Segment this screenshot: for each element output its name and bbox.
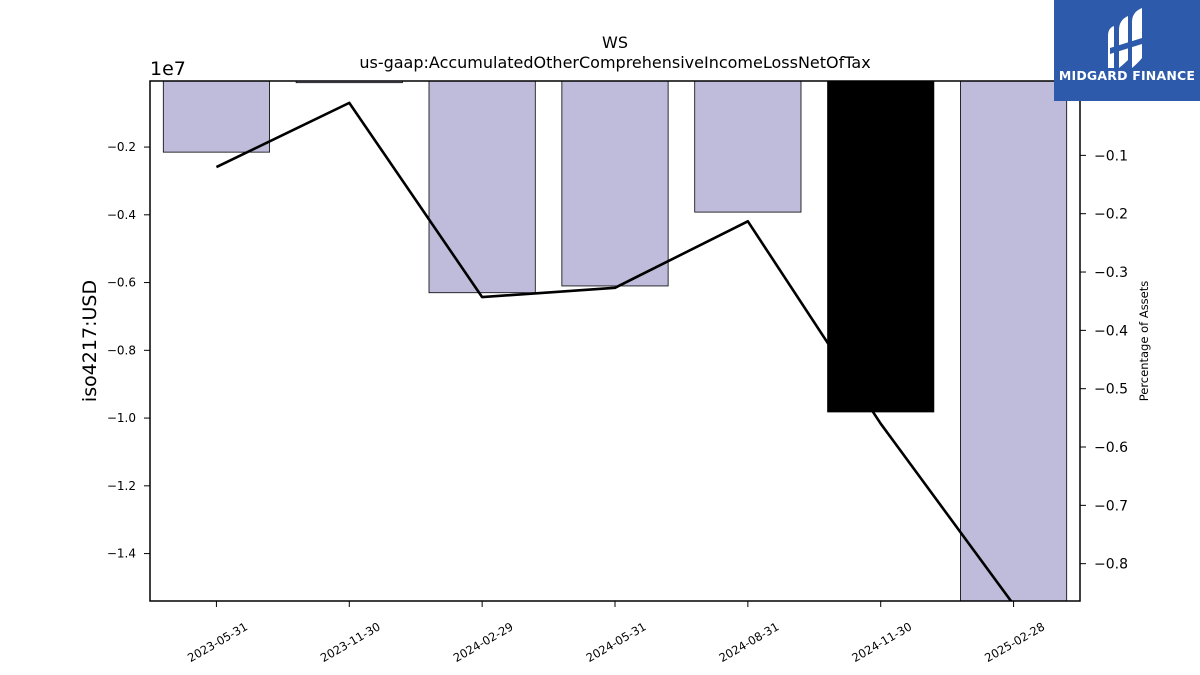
- y2-tick-label: −0.3: [1094, 265, 1128, 281]
- x-tick-label: 2023-11-30: [318, 619, 383, 665]
- y2-tick-label: −0.1: [1094, 148, 1128, 164]
- y2-tick-label: −0.2: [1094, 207, 1128, 223]
- brand-name: MIDGARD FINANCE: [1058, 68, 1196, 83]
- x-tick-label: 2024-02-29: [451, 619, 516, 665]
- bar-2025-02-28: [960, 81, 1068, 601]
- y2-tick-label: −0.8: [1094, 557, 1128, 573]
- bar-2024-11-30: [827, 81, 935, 413]
- bar-2024-05-31: [561, 81, 669, 287]
- y-offset-label: 1e7: [150, 58, 186, 80]
- x-tick-label: 2023-05-31: [185, 619, 250, 665]
- y-tick-label: −1.2: [107, 479, 136, 493]
- x-tick-label: 2025-02-28: [982, 619, 1047, 665]
- x-tick-label: 2024-08-31: [716, 619, 781, 665]
- y-tick-label: −0.4: [107, 208, 136, 222]
- y2-tick-label: −0.4: [1094, 323, 1128, 339]
- y-tick-label: −1.4: [107, 547, 136, 561]
- y2-tick-label: −0.7: [1094, 498, 1128, 514]
- bar-group: [162, 81, 1068, 601]
- midgard-logo-icon: [1108, 8, 1142, 68]
- bar-2023-05-31: [162, 81, 270, 153]
- y-axis-label: iso4217:USD: [79, 280, 101, 402]
- bar-2024-08-31: [694, 81, 802, 213]
- y2-axis-label: Percentage of Assets: [1137, 281, 1151, 402]
- y-tick-label: −1.0: [107, 411, 136, 425]
- y-tick-label: −0.2: [107, 140, 136, 154]
- x-tick-label: 2024-11-30: [849, 619, 914, 665]
- chart-title: WS: [602, 33, 628, 52]
- y-tick-label: −0.6: [107, 276, 136, 290]
- x-tick-label: 2024-05-31: [584, 619, 649, 665]
- y-tick-label: −0.8: [107, 343, 136, 357]
- brand-logo: MIDGARD FINANCE: [1054, 0, 1200, 101]
- y2-tick-label: −0.5: [1094, 382, 1128, 398]
- bar-2024-02-29: [428, 81, 536, 294]
- y2-tick-label: −0.6: [1094, 440, 1128, 456]
- line-group: [215, 101, 1013, 601]
- chart-subtitle: us-gaap:AccumulatedOtherComprehensiveInc…: [359, 53, 870, 72]
